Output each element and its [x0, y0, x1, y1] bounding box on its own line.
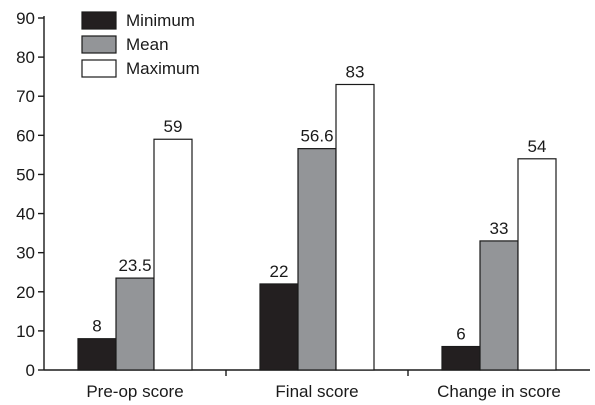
bar-minimum-0	[77, 338, 117, 371]
y-axis: 0 10 20 30 40 50 60 70 80 90	[16, 9, 45, 380]
y-tick-label: 50	[16, 165, 35, 184]
bar-maximum-0	[153, 138, 193, 371]
y-tick-label: 90	[16, 9, 35, 28]
y-tick-label: 60	[16, 126, 35, 145]
bar-minimum-1	[259, 283, 299, 371]
legend-label: Minimum	[126, 11, 195, 30]
x-category-label: Change in score	[437, 382, 561, 401]
bar-mean-0	[115, 277, 155, 371]
data-labels: 8 23.5 59 22 56.6 83 6 33 54	[92, 62, 546, 343]
bars	[77, 83, 557, 371]
data-label: 22	[270, 262, 289, 281]
legend-swatch-maximum	[81, 59, 117, 78]
y-tick-label: 20	[16, 283, 35, 302]
data-label: 56.6	[300, 127, 333, 146]
x-category-label: Pre-op score	[86, 382, 183, 401]
y-tick-label: 30	[16, 244, 35, 263]
y-tick-label: 0	[26, 361, 35, 380]
data-label: 59	[164, 117, 183, 136]
legend: Minimum Mean Maximum	[81, 11, 200, 78]
y-tick-label: 80	[16, 48, 35, 67]
y-tick-label: 10	[16, 322, 35, 341]
data-label: 83	[346, 62, 365, 81]
data-label: 33	[490, 219, 509, 238]
bar-mean-1	[297, 148, 337, 371]
bar-maximum-1	[335, 83, 375, 371]
data-label: 8	[92, 317, 101, 336]
legend-label: Maximum	[126, 59, 200, 78]
bar-mean-2	[479, 240, 519, 371]
data-label: 54	[528, 137, 547, 156]
data-label: 6	[456, 325, 465, 344]
legend-swatch-mean	[81, 35, 117, 54]
x-category-label: Final score	[275, 382, 358, 401]
y-tick-label: 70	[16, 87, 35, 106]
bar-minimum-2	[441, 345, 481, 371]
x-axis: Pre-op score Final score Change in score	[44, 369, 590, 401]
legend-label: Mean	[126, 35, 169, 54]
bar-maximum-2	[517, 158, 557, 371]
y-tick-label: 40	[16, 205, 35, 224]
data-label: 23.5	[118, 256, 151, 275]
legend-swatch-minimum	[81, 11, 117, 30]
